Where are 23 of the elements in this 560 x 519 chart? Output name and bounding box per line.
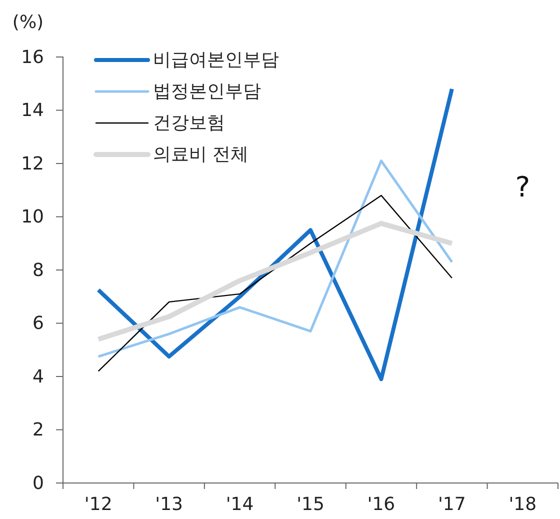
x-tick-label: '16 [367,494,396,515]
legend-label: 의료비 전체 [153,144,249,165]
x-tick-label: '13 [155,494,183,515]
y-axis-title: (%) [12,12,44,33]
annotation: ? [515,170,530,204]
y-tick-label: 10 [21,206,44,228]
legend-label: 비급여본인부담 [153,50,279,70]
x-tick-label: '14 [226,494,254,515]
y-tick-label: 14 [21,100,44,122]
x-tick-label: '15 [296,494,324,515]
y-tick-label: 16 [21,46,44,68]
y-tick-label: 2 [32,420,44,441]
y-tick-label: 6 [32,313,44,334]
line-series [98,194,453,372]
y-tick-label: 8 [32,260,44,281]
legend-label: 건강보험 [153,112,225,134]
x-tick-label: '17 [438,494,466,515]
y-tick-label: 0 [32,472,44,494]
legend-label: 법정본인부담 [153,81,261,102]
x-tick-label: '18 [508,494,537,515]
y-tick-label: 4 [32,366,44,388]
y-tick-label: 12 [21,153,44,174]
x-tick-label: '12 [84,494,112,515]
